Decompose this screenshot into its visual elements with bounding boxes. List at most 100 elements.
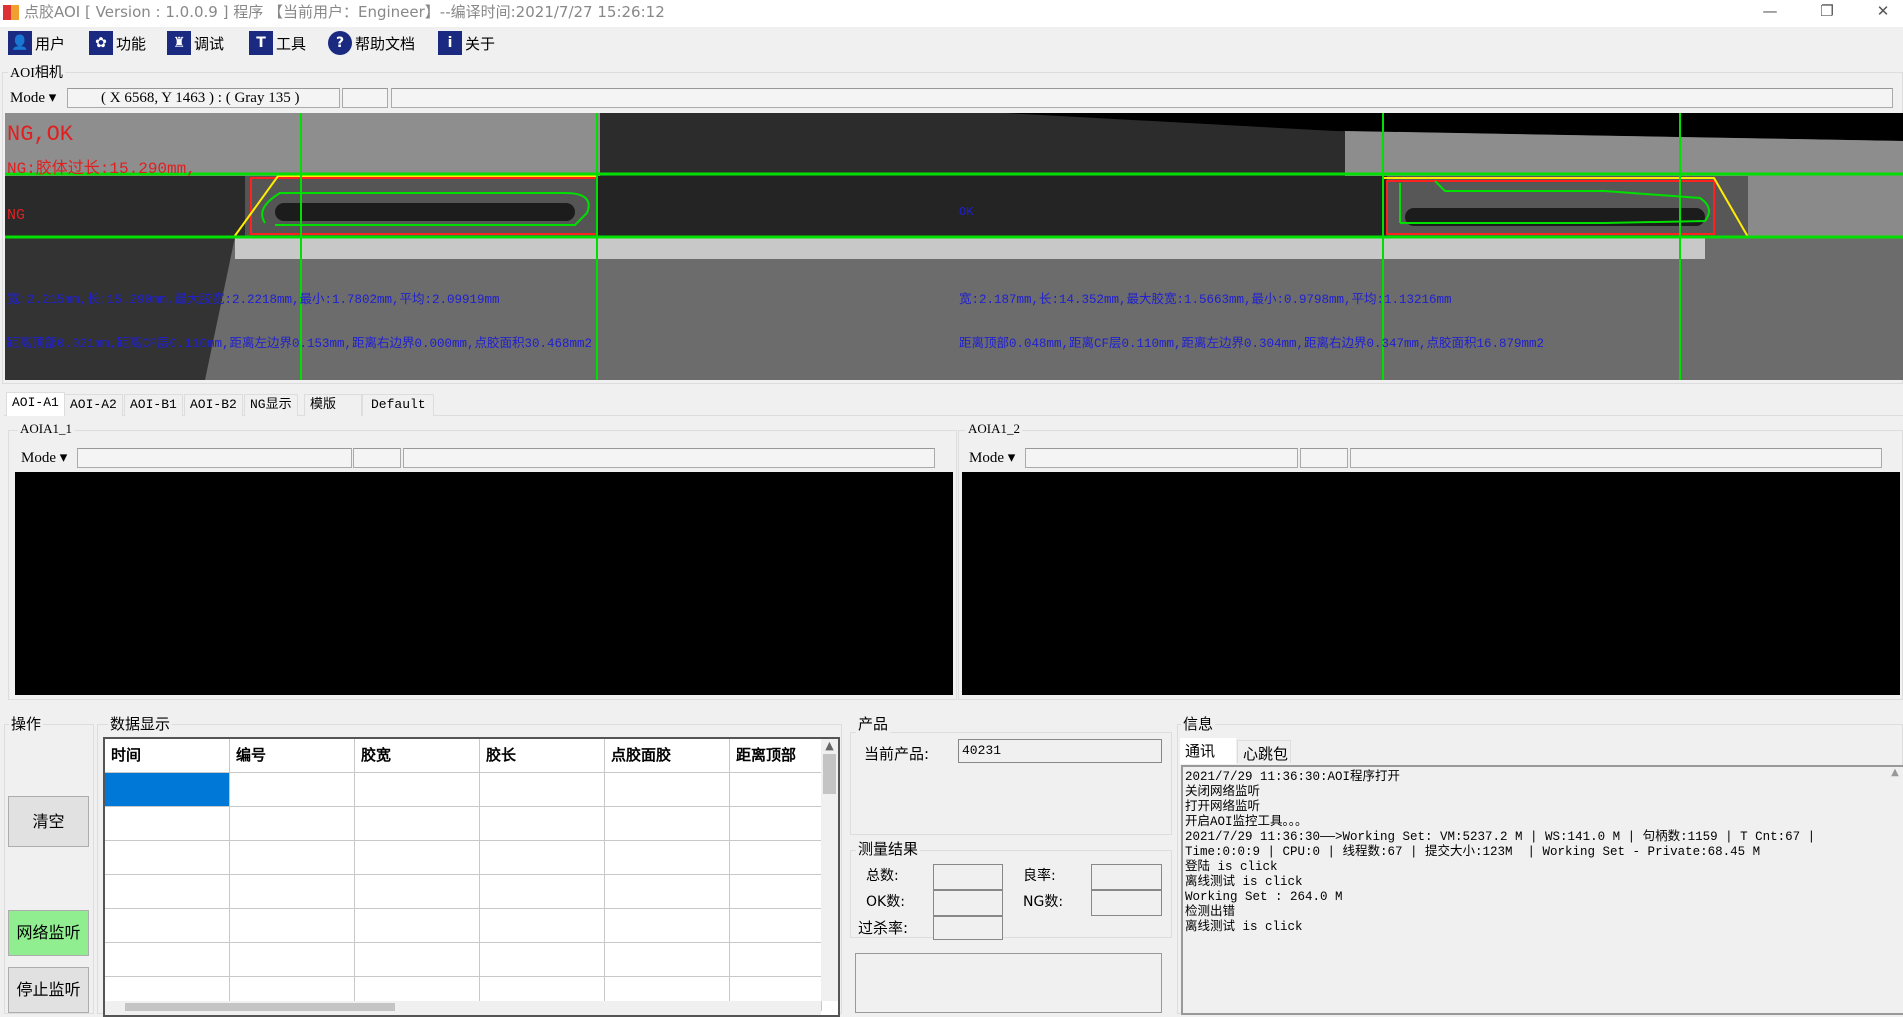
log-line: 检测出错 bbox=[1185, 905, 1236, 919]
table-cell[interactable] bbox=[105, 807, 230, 841]
menu-about[interactable]: i 关于 bbox=[438, 30, 495, 56]
camera-view-2[interactable] bbox=[962, 472, 1900, 695]
table-cell[interactable] bbox=[480, 875, 605, 909]
tab-communication[interactable]: 通讯 bbox=[1180, 738, 1236, 764]
table-cell[interactable] bbox=[730, 773, 822, 807]
current-product-field[interactable]: 40231 bbox=[958, 739, 1162, 763]
camera-image[interactable]: NG,OK NG:胶体过长:15.290mm, NG OK 宽:2.215mm,… bbox=[5, 113, 1903, 380]
table-cell[interactable] bbox=[105, 841, 230, 875]
scroll-thumb[interactable] bbox=[125, 1003, 395, 1011]
vertical-scrollbar[interactable]: ▲ bbox=[821, 739, 838, 1001]
tab-default[interactable]: Default bbox=[362, 394, 434, 416]
minimize-button[interactable]: — bbox=[1762, 2, 1778, 20]
table-cell[interactable] bbox=[355, 773, 480, 807]
log-line: Working Set : 264.0 M bbox=[1185, 890, 1343, 904]
coords-readout: ( X 6568, Y 1463 ) : ( Gray 135 ) bbox=[67, 88, 340, 108]
ops-title: 操作 bbox=[9, 713, 44, 734]
menu-label: 调试 bbox=[194, 34, 225, 53]
log-scrollbar[interactable]: ▲ bbox=[1891, 767, 1899, 778]
clear-button[interactable]: 清空 bbox=[8, 796, 89, 847]
table-cell[interactable] bbox=[355, 909, 480, 943]
table-cell[interactable] bbox=[230, 807, 355, 841]
table-cell[interactable] bbox=[730, 943, 822, 977]
table-cell[interactable] bbox=[355, 841, 480, 875]
table-cell[interactable] bbox=[605, 807, 730, 841]
table-cell[interactable] bbox=[355, 807, 480, 841]
tab-ng-display[interactable]: NG显示 bbox=[244, 394, 298, 416]
yield-field[interactable] bbox=[1091, 864, 1162, 890]
column-header[interactable]: 胶长 bbox=[480, 739, 605, 773]
table-cell[interactable] bbox=[480, 909, 605, 943]
table-cell[interactable] bbox=[480, 807, 605, 841]
table-cell[interactable] bbox=[230, 943, 355, 977]
status-box bbox=[77, 448, 352, 468]
menu-user[interactable]: 👤 用户 bbox=[8, 30, 65, 56]
contour-right bbox=[1399, 180, 1710, 224]
table-cell[interactable] bbox=[105, 943, 230, 977]
status-box bbox=[403, 448, 935, 468]
scroll-thumb[interactable] bbox=[823, 754, 836, 794]
table-cell[interactable] bbox=[605, 773, 730, 807]
table-cell[interactable] bbox=[730, 909, 822, 943]
status-box bbox=[391, 88, 1893, 108]
tab-aoi-a1[interactable]: AOI-A1 bbox=[6, 392, 65, 416]
table-cell[interactable] bbox=[605, 909, 730, 943]
menu-help[interactable]: ? 帮助文档 bbox=[328, 30, 415, 56]
table-cell[interactable] bbox=[355, 943, 480, 977]
horizontal-scrollbar[interactable] bbox=[105, 1001, 821, 1015]
menu-function[interactable]: ✿ 功能 bbox=[89, 30, 146, 56]
menu-debug[interactable]: ♜ 调试 bbox=[167, 30, 224, 56]
log-textarea[interactable]: 2021/7/29 11:36:30:AOI程序打开 关闭网络监听 打开网络监听 开启… bbox=[1181, 765, 1903, 1015]
table-cell[interactable] bbox=[230, 875, 355, 909]
data-grid[interactable]: 时间 编号 胶宽 胶长 点胶面胶 距离顶部 ▲ bbox=[103, 737, 840, 1017]
tab-aoi-a2[interactable]: AOI-A2 bbox=[64, 394, 123, 416]
table-cell[interactable] bbox=[480, 773, 605, 807]
column-header[interactable]: 编号 bbox=[230, 739, 355, 773]
table-cell[interactable] bbox=[730, 841, 822, 875]
table-cell[interactable] bbox=[605, 943, 730, 977]
tab-aoi-b2[interactable]: AOI-B2 bbox=[184, 394, 243, 416]
column-header[interactable]: 点胶面胶 bbox=[605, 739, 730, 773]
ok-count-field[interactable] bbox=[933, 890, 1003, 916]
table-cell[interactable] bbox=[230, 841, 355, 875]
column-header[interactable]: 距离顶部 bbox=[730, 739, 822, 773]
network-listen-button[interactable]: 网络监听 bbox=[8, 910, 89, 956]
ng-count-field[interactable] bbox=[1091, 890, 1162, 916]
current-product-label: 当前产品: bbox=[864, 745, 930, 763]
tab-heartbeat[interactable]: 心跳包 bbox=[1237, 740, 1291, 763]
table-cell[interactable] bbox=[480, 943, 605, 977]
column-header[interactable]: 时间 bbox=[105, 739, 230, 773]
table-cell[interactable] bbox=[605, 875, 730, 909]
help-icon: ? bbox=[328, 31, 352, 55]
stop-listen-button[interactable]: 停止监听 bbox=[8, 967, 89, 1013]
camera-view-1[interactable] bbox=[15, 472, 953, 695]
tab-template[interactable]: 模版 bbox=[304, 394, 362, 416]
total-field[interactable] bbox=[933, 864, 1003, 890]
ng-count-label: NG数: bbox=[1023, 894, 1064, 910]
table-cell[interactable] bbox=[230, 773, 355, 807]
table-cell[interactable] bbox=[105, 875, 230, 909]
log-text: 2021/7/29 11:36:30:AOI程序打开 关闭网络监听 打开网络监听 开启… bbox=[1183, 767, 1903, 938]
menu-tools[interactable]: T 工具 bbox=[249, 30, 306, 56]
overlay-right-line2: 距离顶部0.048mm,距离CF层0.110mm,距离左边界0.304mm,距离… bbox=[959, 335, 1544, 351]
table-cell[interactable] bbox=[605, 841, 730, 875]
table-cell[interactable] bbox=[105, 773, 230, 807]
mode-dropdown[interactable]: Mode ▾ bbox=[969, 450, 1016, 466]
restore-button[interactable]: ❐ bbox=[1820, 2, 1834, 20]
table-cell[interactable] bbox=[730, 807, 822, 841]
table-cell[interactable] bbox=[230, 909, 355, 943]
overkill-field[interactable] bbox=[933, 916, 1003, 940]
mode-dropdown[interactable]: Mode ▾ bbox=[21, 450, 68, 466]
close-button[interactable]: ✕ bbox=[1876, 2, 1890, 20]
column-header[interactable]: 胶宽 bbox=[355, 739, 480, 773]
table-cell[interactable] bbox=[480, 841, 605, 875]
table-cell[interactable] bbox=[105, 909, 230, 943]
table-cell[interactable] bbox=[730, 875, 822, 909]
table-cell[interactable] bbox=[355, 875, 480, 909]
menu-label: 功能 bbox=[116, 34, 147, 53]
tab-aoi-b1[interactable]: AOI-B1 bbox=[124, 394, 183, 416]
overlay-ng-reason: NG:胶体过长:15.290mm, bbox=[7, 159, 196, 178]
scroll-up-icon[interactable]: ▲ bbox=[825, 739, 834, 752]
mode-dropdown[interactable]: Mode ▾ bbox=[10, 90, 57, 106]
hammer-icon: T bbox=[249, 31, 273, 55]
